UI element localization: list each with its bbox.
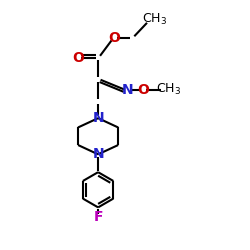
Text: O: O xyxy=(138,82,149,96)
Text: O: O xyxy=(72,51,85,65)
Text: N: N xyxy=(92,147,104,161)
Text: O: O xyxy=(108,31,120,45)
Text: CH$_3$: CH$_3$ xyxy=(142,12,167,28)
Text: CH$_3$: CH$_3$ xyxy=(156,82,182,97)
Text: N: N xyxy=(92,111,104,125)
Text: N: N xyxy=(122,82,133,96)
Text: F: F xyxy=(93,210,103,224)
